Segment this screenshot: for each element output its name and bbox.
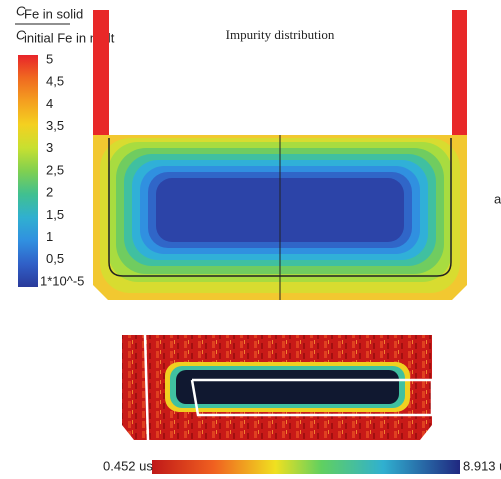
- colorbar-labels: 5 4,5 4 3,5 3 2,5 2 1,5 1 0,5 1*10^-5: [40, 51, 84, 288]
- colorbar-label: 0,5: [46, 251, 64, 266]
- scale-min: 0.452 us: [103, 458, 153, 473]
- colorbar-label: 3: [46, 140, 53, 155]
- colorbar: [18, 55, 38, 287]
- colorbar-label: 1*10^-5: [40, 273, 84, 288]
- simulation-top: [93, 10, 467, 300]
- title: Impurity distribution: [226, 27, 335, 42]
- panel-label: a: [494, 191, 501, 206]
- colorbar-label: 2: [46, 185, 53, 200]
- colorbar-label: 3,5: [46, 118, 64, 133]
- colorbar-label: 1: [46, 229, 53, 244]
- figure: C Fe in solid C initial Fe in melt 54,54…: [0, 0, 501, 479]
- colorbar-label: 4: [46, 96, 53, 111]
- colorbar-label: 2,5: [46, 162, 64, 177]
- scale-bar: [152, 460, 460, 474]
- numerator-sub: Fe in solid: [24, 6, 83, 21]
- colorbar-label: 5: [46, 51, 53, 66]
- experiment-image: [122, 335, 432, 440]
- colorbar-label: 1,5: [46, 207, 64, 222]
- scale-max: 8.913 us: [463, 458, 501, 473]
- colorbar-label: 4,5: [46, 74, 64, 89]
